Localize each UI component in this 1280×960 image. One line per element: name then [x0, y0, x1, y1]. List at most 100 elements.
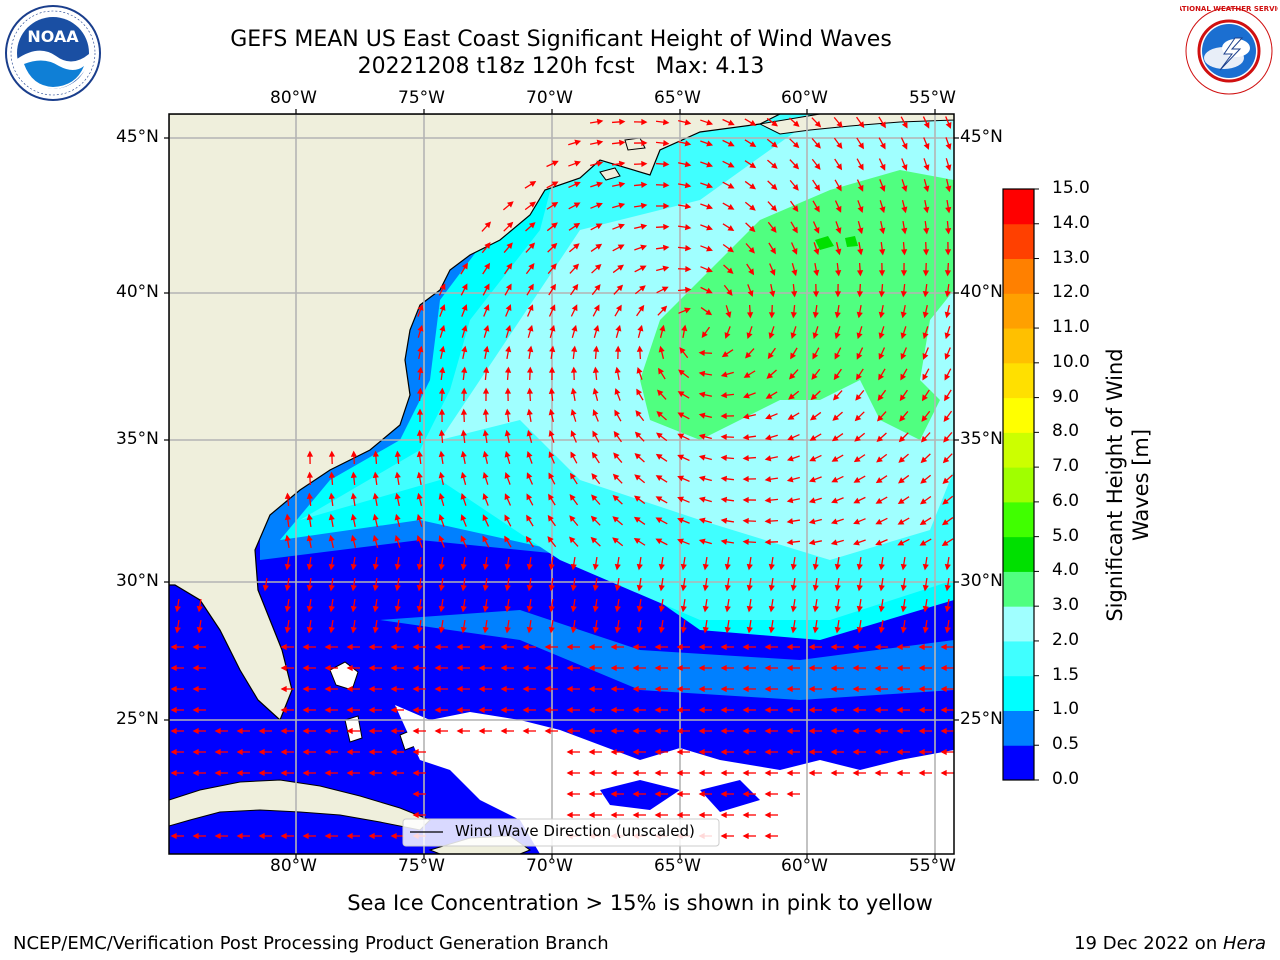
- wave-direction-arrow: [897, 538, 910, 546]
- wave-direction-arrow: [830, 539, 844, 546]
- wave-direction-arrow: [610, 769, 624, 777]
- wave-direction-arrow: [812, 577, 819, 592]
- wave-direction-arrow: [654, 727, 668, 735]
- wave-direction-arrow: [504, 262, 513, 275]
- wave-direction-arrow: [742, 434, 757, 441]
- wave-direction-arrow: [482, 556, 489, 571]
- wave-direction-arrow: [834, 200, 842, 213]
- wave-direction-arrow: [570, 598, 577, 613]
- wave-direction-arrow: [742, 664, 756, 672]
- wave-direction-arrow: [767, 201, 778, 212]
- wave-direction-arrow: [918, 727, 932, 735]
- wave-direction-arrow: [456, 706, 470, 714]
- wave-direction-arrow: [852, 643, 866, 651]
- wave-direction-arrow: [677, 412, 690, 420]
- wave-direction-arrow: [478, 685, 492, 693]
- wave-direction-arrow: [856, 262, 864, 277]
- wave-direction-arrow: [478, 727, 492, 735]
- wave-direction-arrow: [566, 685, 580, 693]
- wave-direction-arrow: [478, 664, 492, 672]
- wave-direction-arrow: [416, 577, 423, 592]
- wave-direction-arrow: [901, 200, 908, 214]
- wave-direction-arrow: [592, 304, 600, 317]
- lat-label-right: 45°N: [960, 127, 1003, 147]
- wave-direction-arrow: [548, 366, 556, 381]
- wave-direction-arrow: [658, 345, 665, 359]
- wave-direction-arrow: [548, 472, 556, 485]
- wave-direction-arrow: [482, 450, 489, 464]
- wave-direction-arrow: [745, 243, 755, 254]
- wave-direction-arrow: [787, 433, 800, 441]
- wave-direction-arrow: [944, 305, 951, 319]
- wave-direction-arrow: [830, 518, 844, 525]
- wave-direction-arrow: [789, 117, 800, 127]
- wave-direction-arrow: [698, 496, 712, 503]
- wave-direction-arrow: [568, 160, 581, 167]
- colorbar-tick-label: 4.0: [1052, 560, 1080, 581]
- wave-direction-arrow: [808, 497, 822, 504]
- wave-direction-arrow: [809, 476, 822, 483]
- wave-direction-arrow: [569, 472, 578, 485]
- wave-direction-arrow: [236, 727, 250, 735]
- wave-direction-arrow: [504, 408, 511, 423]
- wave-direction-arrow: [834, 304, 841, 319]
- wave-direction-arrow: [196, 619, 203, 634]
- wave-direction-arrow: [834, 326, 841, 340]
- wave-direction-arrow: [700, 203, 713, 210]
- wave-direction-arrow: [632, 790, 646, 798]
- wave-direction-arrow: [346, 832, 360, 840]
- wave-direction-arrow: [280, 769, 294, 777]
- wave-direction-arrow: [874, 685, 888, 693]
- wave-direction-arrow: [874, 664, 888, 672]
- wave-direction-arrow: [878, 283, 885, 298]
- wave-direction-arrow: [698, 433, 712, 440]
- wave-direction-arrow: [720, 664, 734, 672]
- wave-direction-arrow: [676, 811, 690, 819]
- wave-direction-arrow: [372, 619, 379, 634]
- wave-direction-arrow: [856, 347, 864, 360]
- wave-direction-arrow: [942, 495, 954, 505]
- wave-direction-arrow: [346, 685, 360, 693]
- lat-label-left: 35°N: [116, 429, 159, 449]
- wave-direction-arrow: [835, 262, 842, 277]
- wave-direction-arrow: [764, 434, 778, 441]
- wave-direction-arrow: [856, 598, 863, 613]
- wave-direction-arrow: [482, 408, 489, 423]
- wave-direction-arrow: [831, 475, 844, 483]
- wave-direction-arrow: [656, 432, 668, 442]
- wave-direction-arrow: [328, 598, 335, 613]
- wave-direction-arrow: [438, 450, 445, 465]
- wave-direction-arrow: [944, 262, 952, 277]
- wave-direction-arrow: [835, 221, 842, 235]
- wave-direction-arrow: [500, 664, 514, 672]
- wave-direction-arrow: [743, 370, 756, 378]
- wave-direction-arrow: [722, 118, 735, 126]
- wave-direction-arrow: [394, 534, 401, 548]
- wave-direction-arrow: [879, 200, 886, 214]
- wave-direction-arrow: [634, 495, 646, 505]
- wave-direction-arrow: [615, 324, 622, 338]
- wave-direction-arrow: [874, 727, 888, 735]
- wave-direction-arrow: [720, 371, 734, 378]
- colorbar-segment: [1003, 501, 1034, 538]
- lon-label-bottom: 60°W: [781, 856, 828, 876]
- wave-direction-arrow: [922, 368, 930, 381]
- wave-direction-arrow: [394, 556, 401, 571]
- wave-direction-arrow: [456, 643, 470, 651]
- wave-direction-arrow: [676, 643, 690, 651]
- lat-label-left: 45°N: [116, 127, 159, 147]
- wave-direction-arrow: [280, 727, 294, 735]
- wave-direction-arrow: [636, 598, 643, 613]
- wave-direction-arrow: [677, 203, 692, 210]
- wave-direction-arrow: [592, 577, 599, 592]
- wave-direction-arrow: [590, 536, 601, 547]
- wave-direction-arrow: [655, 244, 670, 251]
- wave-direction-arrow: [390, 769, 404, 777]
- wave-direction-arrow: [566, 769, 580, 777]
- wave-direction-arrow: [482, 283, 490, 296]
- wave-direction-arrow: [701, 326, 711, 339]
- wave-direction-arrow: [745, 222, 756, 233]
- wave-direction-arrow: [633, 516, 646, 525]
- wave-direction-arrow: [764, 832, 778, 840]
- wave-direction-arrow: [412, 685, 426, 693]
